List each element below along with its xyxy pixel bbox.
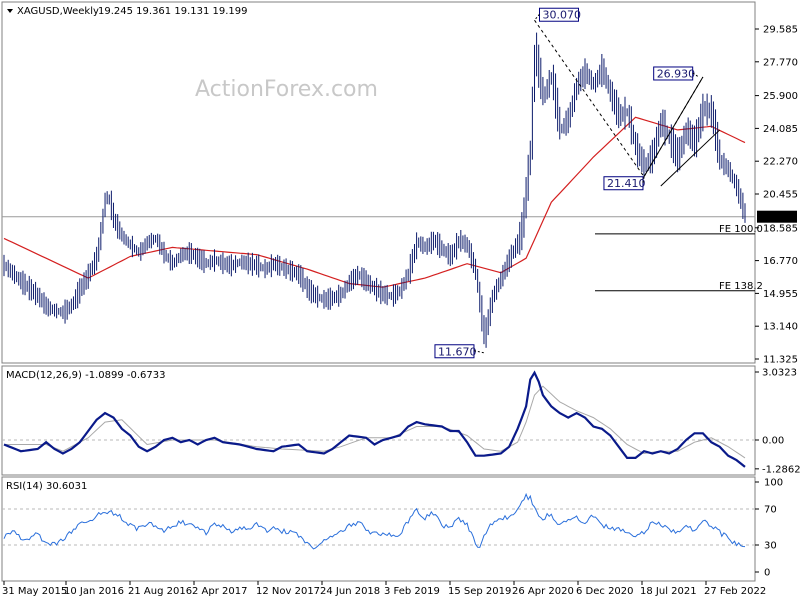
rsi-tick-label: 100 [764,478,783,489]
price-tick-label: 18.585 [763,223,798,234]
rsi-tick-label: 30 [764,541,777,552]
time-tick-label: 31 May 2015 [2,586,67,597]
price-tick-label: 24.085 [763,124,798,135]
symbol-label: XAGUSD,Weekly [17,6,99,17]
fe-level-label: FE 100.0 [719,224,763,235]
rsi-tick-label: 70 [764,505,777,516]
price-annotation-leader [534,13,540,21]
fibonacci-levels: FE 100.0 FE 138.2 [595,224,763,292]
price-tick-label: 22.270 [763,157,798,168]
price-series [3,32,746,348]
trend-lines [534,19,721,187]
watermark: ActionForex.com [195,77,378,102]
time-tick-label: 27 Feb 2022 [704,586,766,597]
macd-tick-label: 0.00 [762,436,784,447]
price-tick-label: 20.455 [763,190,798,201]
price-axis: 29.585 27.770 25.900 24.085 22.270 20.455 18.5… [755,25,798,366]
price-tick-label: 11.325 [763,355,798,366]
price-annotation-label: 30.070 [542,9,581,22]
rsi-pane-frame [1,476,756,582]
fe-level-label: FE 138.2 [719,281,763,292]
time-tick-label: 15 Sep 2019 [448,586,511,597]
collapse-triangle-icon[interactable] [7,9,13,13]
price-annotations: 30.070 26.930 21.410 11.670 [434,7,699,359]
channel-upper [643,76,704,177]
price-annotation-box [603,176,644,191]
price-tick-label: 27.770 [763,57,798,68]
time-tick-label: 10 Jan 2016 [64,586,124,597]
rsi-indicator [2,492,755,550]
price-tick-label: 13.140 [763,322,798,333]
time-tick-label: 3 Feb 2019 [384,586,440,597]
time-tick-label: 12 Nov 2017 [256,586,320,597]
rsi-label: RSI(14) 30.6031 [6,481,87,492]
time-tick-label: 26 Apr 2020 [512,586,574,597]
price-annotation-label: 21.410 [607,177,646,190]
time-tick-label: 24 Jun 2018 [320,586,380,597]
rsi-axis: 100 70 30 0 [755,478,783,579]
time-tick-label: 2 Apr 2017 [192,586,247,597]
price-annotation-label: 11.670 [438,345,477,358]
macd-tick-label: -1.2862 [762,464,800,475]
time-tick-label: 18 Jul 2021 [640,586,697,597]
price-annotation-leader [642,176,645,183]
price-annotation-leader [692,72,699,78]
price-tick-label: 14.955 [763,289,798,300]
price-annotation-label: 26.930 [657,67,696,80]
channel-lower [660,129,721,187]
time-tick-label: 6 Dec 2020 [576,586,634,597]
rsi-line [3,492,746,550]
rsi-tick-label: 0 [764,568,770,579]
macd-indicator [2,370,755,468]
last-price-label: 19.199 [761,212,796,223]
price-tick-label: 25.900 [763,91,798,102]
price-tick-label: 29.585 [763,25,798,36]
price-tick-label: 16.770 [763,256,798,267]
time-tick-label: 21 Aug 2016 [128,586,192,597]
macd-line [3,370,746,468]
price-annotation-leader [473,350,485,354]
last-price-badge [757,210,797,223]
macd-label: MACD(12,26,9) -1.0899 -0.6733 [6,370,166,381]
ohlc-label: 19.245 19.361 19.131 19.199 [98,6,248,17]
macd-tick-label: 3.0323 [762,368,797,379]
macd-axis: 3.0323 0.00 -1.2862 [755,368,800,475]
macd-signal-line [4,385,746,459]
